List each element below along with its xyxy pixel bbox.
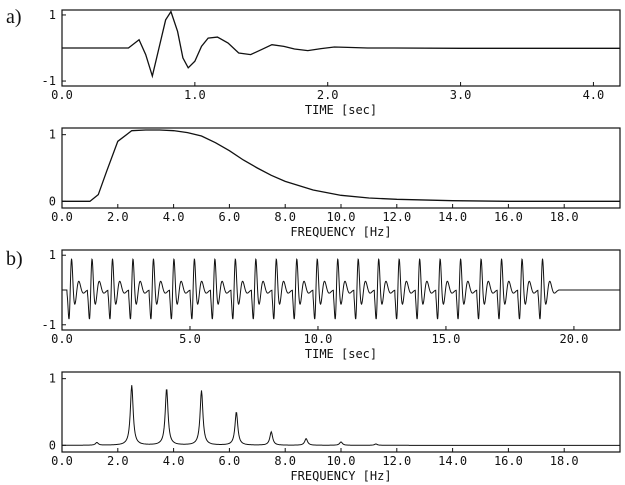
x-tick-label: 2.0 bbox=[317, 88, 339, 102]
x-tick-label: 18.0 bbox=[550, 210, 579, 224]
x-tick-label: 0.0 bbox=[51, 88, 73, 102]
x-axis-label: FREQUENCY [Hz] bbox=[290, 225, 391, 239]
x-axis-label: TIME [sec] bbox=[305, 103, 377, 117]
y-tick-label: 1 bbox=[49, 372, 56, 386]
x-tick-label: 4.0 bbox=[583, 88, 605, 102]
x-tick-label: 6.0 bbox=[219, 454, 241, 468]
x-tick-label: 14.0 bbox=[438, 210, 467, 224]
plot-frame-1 bbox=[61, 127, 621, 209]
x-tick-label: 10.0 bbox=[304, 332, 333, 346]
x-tick-label: 18.0 bbox=[550, 454, 579, 468]
y-tick-label: 1 bbox=[49, 128, 56, 142]
x-tick-label: 5.0 bbox=[179, 332, 201, 346]
x-tick-label: 2.0 bbox=[107, 454, 129, 468]
series-line bbox=[62, 258, 620, 320]
x-tick-label: 16.0 bbox=[494, 454, 523, 468]
x-tick-label: 10.0 bbox=[327, 210, 356, 224]
plot-frame-2 bbox=[61, 249, 621, 331]
x-tick-label: 0.0 bbox=[51, 332, 73, 346]
panel-label-b: b) bbox=[6, 248, 23, 270]
y-tick-label: -1 bbox=[42, 74, 56, 88]
x-tick-label: 3.0 bbox=[450, 88, 472, 102]
x-axis-label: TIME [sec] bbox=[305, 347, 377, 361]
y-tick-label: 1 bbox=[49, 248, 56, 262]
x-tick-label: 20.0 bbox=[559, 332, 588, 346]
x-tick-label: 15.0 bbox=[431, 332, 460, 346]
x-tick-label: 1.0 bbox=[184, 88, 206, 102]
x-tick-label: 16.0 bbox=[494, 210, 523, 224]
plot-frame-3 bbox=[61, 371, 621, 453]
x-tick-label: 4.0 bbox=[163, 210, 185, 224]
x-tick-label: 8.0 bbox=[274, 454, 296, 468]
x-tick-label: 8.0 bbox=[274, 210, 296, 224]
series-line bbox=[62, 10, 620, 79]
x-tick-label: 0.0 bbox=[51, 210, 73, 224]
y-tick-label: 0 bbox=[49, 194, 56, 208]
x-tick-label: 10.0 bbox=[327, 454, 356, 468]
y-tick-label: 1 bbox=[49, 8, 56, 22]
x-tick-label: 2.0 bbox=[107, 210, 129, 224]
x-tick-label: 14.0 bbox=[438, 454, 467, 468]
y-tick-label: 0 bbox=[49, 438, 56, 452]
x-tick-label: 12.0 bbox=[382, 210, 411, 224]
series-line bbox=[62, 129, 620, 202]
series-line bbox=[61, 385, 621, 446]
x-axis-label: FREQUENCY [Hz] bbox=[290, 469, 391, 483]
x-tick-label: 0.0 bbox=[51, 454, 73, 468]
panel-label-a: a) bbox=[6, 6, 22, 28]
y-tick-label: -1 bbox=[42, 318, 56, 332]
x-tick-label: 12.0 bbox=[382, 454, 411, 468]
x-tick-label: 4.0 bbox=[163, 454, 185, 468]
x-tick-label: 6.0 bbox=[219, 210, 241, 224]
